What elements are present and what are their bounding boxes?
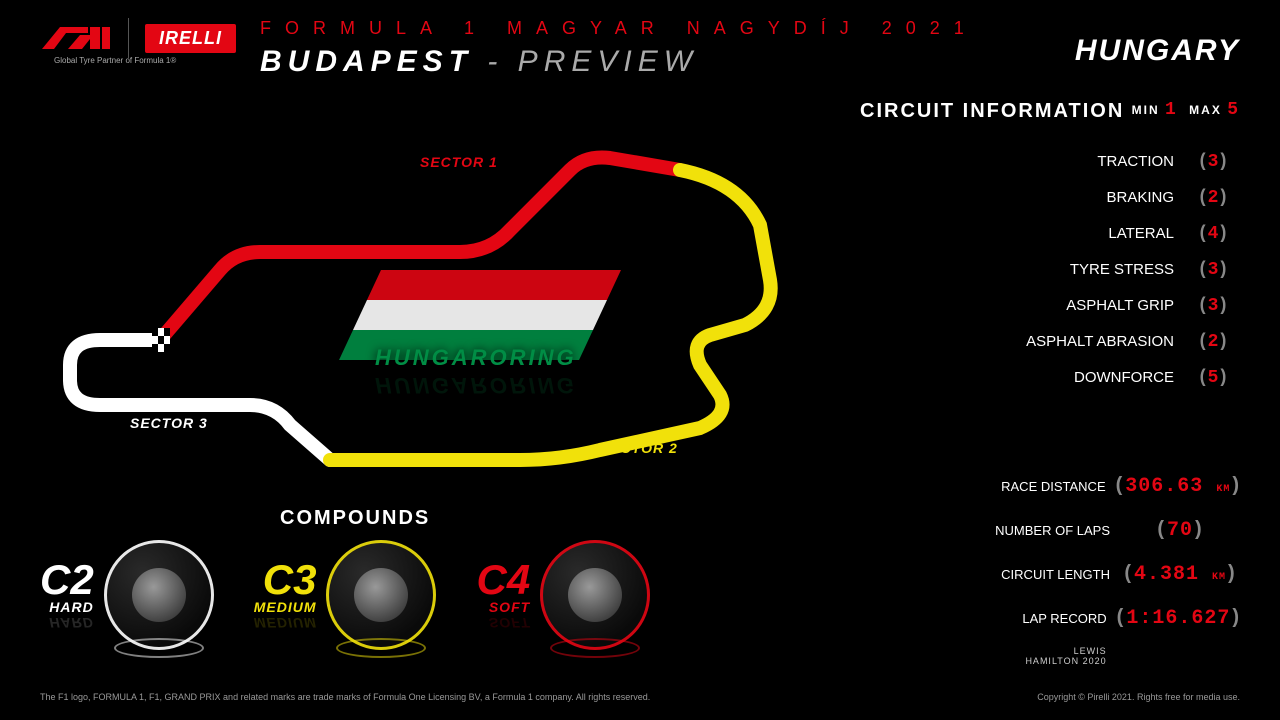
logos: IRELLI — [40, 18, 236, 58]
metric-value: 4 — [1186, 222, 1240, 244]
metric-value: 3 — [1186, 150, 1240, 172]
tyre-code: C2 — [40, 559, 94, 601]
header-divider — [128, 18, 129, 58]
metric-label: ASPHALT GRIP — [1066, 297, 1174, 314]
compounds-panel: COMPOUNDS C2HARDHARDC3MEDIUMMEDIUMC4SOFT… — [40, 507, 800, 650]
metric-label: BRAKING — [1106, 189, 1174, 206]
race-stats-panel: RACE DISTANCE 306.63 KM NUMBER OF LAPS 70 CI… — [880, 474, 1240, 650]
f1-logo-icon — [40, 23, 112, 53]
sector-2-label: SECTOR 2 — [600, 440, 678, 456]
tyre-compound: C4SOFTSOFT — [476, 540, 650, 650]
tyre-icon — [540, 540, 650, 650]
metric-row: LATERAL 4 — [860, 215, 1240, 251]
circuit-name: HUNGARORING — [375, 345, 577, 371]
location-name: BUDAPEST — [260, 45, 473, 78]
stat-row: LAP RECORDLEWIS HAMILTON 20201:16.627 — [880, 606, 1240, 650]
metric-value: 2 — [1186, 186, 1240, 208]
sector-3-path — [70, 340, 330, 460]
compounds-title: COMPOUNDS — [280, 507, 800, 530]
preview-label: - PREVIEW — [487, 45, 698, 78]
metric-value: 2 — [1186, 330, 1240, 352]
tyre-code: C4 — [476, 559, 530, 601]
tyre-compound: C2HARDHARD — [40, 540, 214, 650]
tyre-icon — [104, 540, 214, 650]
tyre-icon — [326, 540, 436, 650]
country-name: HUNGARY — [1075, 34, 1240, 68]
tyre-compound: C3MEDIUMMEDIUM — [254, 540, 437, 650]
rating-legend: MIN 1 MAX 5 — [1132, 100, 1240, 120]
tyre-label: C2HARDHARD — [40, 559, 94, 631]
tyre-name-reflection: HARD — [40, 615, 94, 631]
tyre-code: C3 — [254, 559, 317, 601]
metric-row: DOWNFORCE 5 — [860, 359, 1240, 395]
metric-row: ASPHALT ABRASION 2 — [860, 323, 1240, 359]
tyre-name-reflection: MEDIUM — [254, 615, 317, 631]
pirelli-logo: IRELLI — [145, 24, 236, 53]
tagline: Global Tyre Partner of Formula 1® — [54, 56, 176, 65]
track-map: HUNGARORING HUNGARORING SECTOR 1 SECTOR … — [40, 110, 820, 470]
stat-row: CIRCUIT LENGTH 4.381 KM — [880, 562, 1240, 606]
tyre-label: C4SOFTSOFT — [476, 559, 530, 631]
stat-value: 1:16.627 — [1117, 606, 1240, 630]
tyre-name: MEDIUM — [254, 599, 317, 615]
flag-stripe-1 — [367, 270, 621, 300]
metrics-list: TRACTION3BRAKING2LATERAL4TYRE STRESS3ASP… — [860, 143, 1240, 395]
metric-value: 5 — [1186, 366, 1240, 388]
stat-value: 306.63 KM — [1116, 474, 1240, 498]
metric-label: DOWNFORCE — [1074, 369, 1174, 386]
footer-legal-left: The F1 logo, FORMULA 1, F1, GRAND PRIX a… — [40, 692, 650, 702]
metric-row: TYRE STRESS 3 — [860, 251, 1240, 287]
flag-stripe-2 — [353, 300, 607, 330]
footer-legal-right: Copyright © Pirelli 2021. Rights free fo… — [1037, 692, 1240, 702]
metric-value: 3 — [1186, 294, 1240, 316]
stat-label: CIRCUIT LENGTH — [1001, 567, 1110, 582]
stat-label: LAP RECORD — [1022, 611, 1106, 626]
metric-label: ASPHALT ABRASION — [1026, 333, 1174, 350]
stat-row: RACE DISTANCE 306.63 KM — [880, 474, 1240, 518]
circuit-name-reflection: HUNGARORING — [375, 372, 577, 398]
tyre-label: C3MEDIUMMEDIUM — [254, 559, 317, 631]
metric-label: TRACTION — [1097, 153, 1174, 170]
sector-1-label: SECTOR 1 — [420, 154, 498, 170]
stat-sublabel: LEWIS HAMILTON 2020 — [1022, 646, 1106, 666]
circuit-info-panel: CIRCUIT INFORMATION MIN 1 MAX 5 TRACTION… — [860, 100, 1240, 395]
metric-label: TYRE STRESS — [1070, 261, 1174, 278]
metric-value: 3 — [1186, 258, 1240, 280]
tyre-name-reflection: SOFT — [476, 615, 530, 631]
stat-value: 70 — [1120, 518, 1240, 542]
tyres-row: C2HARDHARDC3MEDIUMMEDIUMC4SOFTSOFT — [40, 540, 800, 650]
stat-value: 4.381 KM — [1120, 562, 1240, 586]
stat-label: RACE DISTANCE — [1001, 479, 1106, 494]
metric-row: BRAKING 2 — [860, 179, 1240, 215]
stat-row: NUMBER OF LAPS 70 — [880, 518, 1240, 562]
metric-label: LATERAL — [1108, 225, 1174, 242]
sector-3-label: SECTOR 3 — [130, 415, 208, 431]
header: IRELLI FORMULA 1 MAGYAR NAGYDÍJ 2021 BUD… — [40, 18, 1240, 79]
circuit-info-title: CIRCUIT INFORMATION — [860, 100, 1124, 123]
metric-row: TRACTION 3 — [860, 143, 1240, 179]
stat-label: NUMBER OF LAPS — [995, 523, 1110, 538]
metric-row: ASPHALT GRIP 3 — [860, 287, 1240, 323]
